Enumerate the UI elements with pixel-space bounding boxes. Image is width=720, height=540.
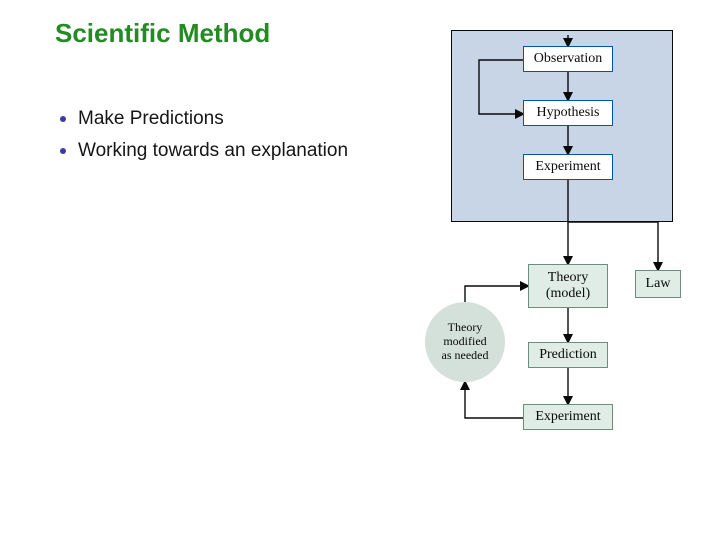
- bullet-dot-icon: [60, 116, 66, 122]
- bullet-text: Make Predictions: [78, 108, 224, 130]
- node-experiment1: Experiment: [523, 154, 613, 180]
- node-hypothesis: Hypothesis: [523, 100, 613, 126]
- node-law: Law: [635, 270, 681, 298]
- scientific-method-diagram: Observation Hypothesis Experiment Theory (m…: [425, 30, 695, 460]
- bullet-dot-icon: [60, 148, 66, 154]
- bullet-row-1: Working towards an explanation: [60, 140, 348, 162]
- node-observation: Observation: [523, 46, 613, 72]
- page-title: Scientific Method: [55, 18, 270, 49]
- node-prediction: Prediction: [528, 342, 608, 368]
- bullet-text: Working towards an explanation: [78, 140, 348, 162]
- node-modified: Theory modified as needed: [425, 302, 505, 382]
- bullet-row-0: Make Predictions: [60, 108, 224, 130]
- node-theory: Theory (model): [528, 264, 608, 308]
- node-experiment2: Experiment: [523, 404, 613, 430]
- diagram-arrows: [425, 30, 695, 460]
